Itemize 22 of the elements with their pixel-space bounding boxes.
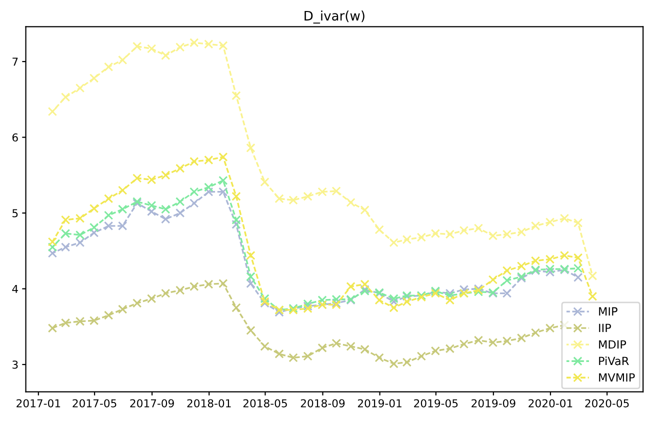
legend-label: IIP [599, 324, 612, 332]
chart-title: D_ivar(w) [304, 10, 364, 24]
legend-label: MIP [599, 307, 618, 316]
x-tick-label: 2019-05 [414, 399, 458, 408]
x-tick-label: 2020-05 [585, 399, 629, 408]
legend-label: MDIP [599, 340, 626, 349]
x-tick-label: 2020-01 [528, 399, 572, 408]
x-tick-label: 2019-01 [358, 399, 402, 408]
y-tick-label: 6 [12, 133, 18, 142]
x-tick-label: 2017-01 [16, 399, 60, 408]
y-tick-label: 5 [12, 209, 18, 218]
y-tick-label: 7 [12, 58, 18, 66]
y-tick-label: 4 [12, 284, 18, 293]
x-tick-label: 2018-09 [300, 399, 345, 408]
x-tick-label: 2019-09 [472, 399, 516, 408]
x-tick-label: 2018-01 [187, 399, 231, 408]
x-tick-label: 2018-05 [243, 399, 287, 408]
x-tick-label: 2017-05 [72, 399, 116, 408]
x-tick-label: 2017-09 [130, 399, 174, 408]
legend-label: PiVaR [599, 356, 629, 366]
y-tick-label: 3 [12, 360, 18, 369]
legend-label: MVMIP [599, 373, 635, 382]
